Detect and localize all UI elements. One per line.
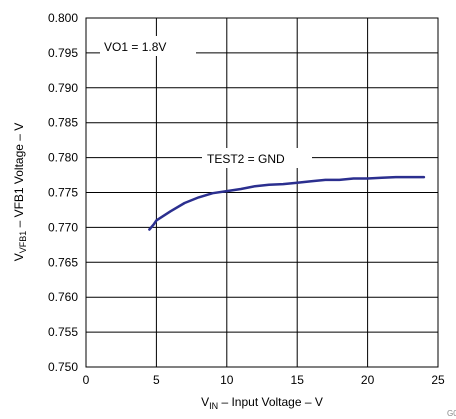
annotation-test2: TEST2 = GND xyxy=(207,152,285,166)
series-line-0 xyxy=(148,175,426,231)
tick-labels: 0 5 10 15 20 25 0.750 0.755 0.760 0.765 0.770 0.775… xyxy=(48,11,445,387)
y-axis-title: VVFB1 – VFB1 Voltage – V xyxy=(12,123,28,262)
x-tick-label: 20 xyxy=(361,373,375,387)
annotation-bg-1 xyxy=(100,36,196,56)
footnote: G0 xyxy=(447,409,456,418)
y-tick-label: 0.780 xyxy=(48,151,78,165)
y-tick-label: 0.800 xyxy=(48,11,78,25)
annotation-bg-2 xyxy=(202,148,312,168)
series-group xyxy=(148,175,426,231)
y-tick-label: 0.750 xyxy=(48,360,78,374)
x-tick-label: 5 xyxy=(153,373,160,387)
y-tick-label: 0.775 xyxy=(48,186,78,200)
x-tick-label: 10 xyxy=(220,373,234,387)
x-tick-label: 25 xyxy=(431,373,445,387)
y-tick-label: 0.785 xyxy=(48,116,78,130)
plot-frame xyxy=(85,17,439,368)
y-tick-label: 0.765 xyxy=(48,255,78,269)
x-tick-label: 15 xyxy=(291,373,305,387)
y-tick-label: 0.790 xyxy=(48,81,78,95)
y-tick-label: 0.755 xyxy=(48,325,78,339)
y-tick-label: 0.795 xyxy=(48,46,78,60)
y-tick-label: 0.760 xyxy=(48,290,78,304)
x-tick-label: 0 xyxy=(83,373,90,387)
annotation-vo1: VO1 = 1.8V xyxy=(104,40,166,54)
y-tick-label: 0.770 xyxy=(48,220,78,234)
x-axis-title: VIN – Input Voltage – V xyxy=(201,395,323,411)
